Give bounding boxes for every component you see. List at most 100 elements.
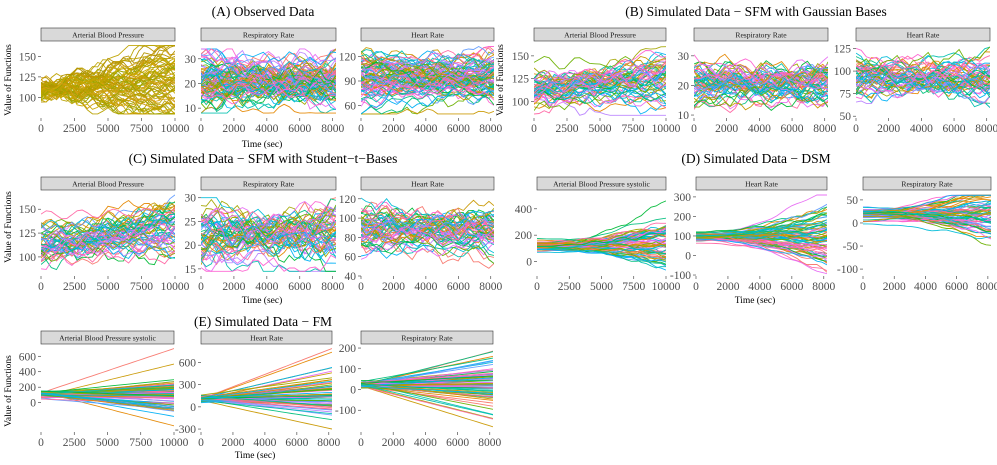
series-line <box>201 379 332 399</box>
facet-e-1: Arterial Blood Pressure systolic 0 200 400 6… <box>19 330 189 449</box>
series-line <box>361 77 494 93</box>
series-line <box>201 84 336 106</box>
x-tick-label: 5000 <box>590 281 613 293</box>
y-tick-label: 100 <box>19 252 37 264</box>
series-line <box>201 207 336 254</box>
panel-a-ylabel: Value of Functions <box>3 44 14 116</box>
series-group <box>41 194 175 271</box>
x-tick-label: 2000 <box>382 437 405 449</box>
series-line <box>41 206 175 263</box>
x-tick-label: 4000 <box>914 281 937 293</box>
series-line <box>201 385 332 401</box>
y-tick-label: 30 <box>185 193 197 205</box>
y-tick-label: 400 <box>19 367 37 379</box>
y-tick-label: 200 <box>339 343 357 355</box>
series-line <box>863 203 991 210</box>
series-line <box>41 379 174 394</box>
x-tick-label: 2000 <box>715 123 738 135</box>
y-tick-label: 60 <box>345 252 357 264</box>
strip-label: Respiratory Rate <box>243 179 295 188</box>
x-tick-label: 2500 <box>558 281 581 293</box>
y-tick-label: 40 <box>345 271 357 283</box>
x-tick-label: 0 <box>198 281 204 293</box>
panel-d-title: (D) Simulated Data − DSM <box>681 151 830 166</box>
panel-a-title: (A) Observed Data <box>212 4 315 19</box>
strip-label: Heart Rate <box>745 179 778 188</box>
series-line <box>694 93 828 110</box>
panel-c-ylabel: Value of Functions <box>3 191 14 263</box>
series-line <box>361 361 493 385</box>
series-line <box>361 384 493 419</box>
series-line <box>361 351 493 386</box>
series-line <box>201 66 336 88</box>
x-tick-label: 8000 <box>478 437 501 449</box>
series-line <box>694 92 828 111</box>
x-tick-label: 0 <box>531 123 537 135</box>
series-group <box>201 348 332 430</box>
series-line <box>534 68 666 95</box>
series-line <box>361 386 493 404</box>
series-group <box>201 48 336 114</box>
series-line <box>361 77 494 100</box>
series-line <box>361 74 494 98</box>
series-line <box>41 390 174 396</box>
strip-background <box>360 176 495 191</box>
series-line <box>537 244 666 251</box>
y-tick-label: 400 <box>515 204 533 216</box>
strip-label: Heart Rate <box>411 179 444 188</box>
series-line <box>694 64 828 102</box>
series-line <box>361 78 494 101</box>
x-tick-label: 0 <box>38 123 44 135</box>
series-line <box>201 67 336 111</box>
x-tick-label: 7500 <box>129 437 152 449</box>
series-line <box>856 63 990 89</box>
x-tick-label: 0 <box>358 281 364 293</box>
panel-a-xlabel: Time (sec) <box>242 139 283 150</box>
facet-c-3: Heart Rate 40 60 80 100 120 0 2000 4000 6000 8000 <box>339 176 503 293</box>
series-line <box>534 78 666 98</box>
x-tick-label: 2500 <box>63 437 86 449</box>
y-tick-label: 0 <box>685 250 691 262</box>
y-tick-label: 120 <box>339 194 357 206</box>
x-tick-label: 7500 <box>130 123 153 135</box>
y-tick-label: -300 <box>175 424 196 436</box>
x-tick-label: 8000 <box>321 281 344 293</box>
series-line <box>201 67 336 102</box>
series-group <box>361 350 493 428</box>
series-line <box>694 61 828 108</box>
strip-background <box>536 176 667 191</box>
strip-background <box>862 176 992 191</box>
series-line <box>696 233 827 243</box>
x-tick-label: 0 <box>853 123 859 135</box>
series-line <box>41 217 175 236</box>
x-tick-label: 7500 <box>130 281 153 293</box>
series-line <box>863 223 991 240</box>
strip-label: Respiratory Rate <box>901 179 953 188</box>
strip-label: Arterial Blood Pressure systolic <box>59 333 156 342</box>
x-tick-label: 2000 <box>382 123 405 135</box>
series-line <box>856 64 990 89</box>
x-tick-label: 2000 <box>222 281 245 293</box>
series-line <box>41 87 175 113</box>
series-line <box>41 392 174 407</box>
y-tick-label: 50 <box>840 111 852 123</box>
series-line <box>201 222 336 256</box>
series-group <box>534 46 666 116</box>
x-tick-label: 6000 <box>288 123 311 135</box>
x-tick-label: 10000 <box>652 123 681 135</box>
series-line <box>201 209 336 264</box>
strip-label: Heart Rate <box>250 333 283 342</box>
y-tick-label: 10 <box>678 110 690 122</box>
strip-label: Respiratory Rate <box>243 30 295 39</box>
series-line <box>694 72 828 89</box>
series-line <box>201 76 336 101</box>
y-tick-label: 600 <box>19 351 37 363</box>
series-line <box>361 87 494 115</box>
series-line <box>361 221 494 241</box>
series-line <box>41 54 175 95</box>
series-line <box>361 385 493 428</box>
series-line <box>696 213 827 233</box>
strip-label: Heart Rate <box>907 30 940 39</box>
facet-a-3: Heart Rate 60 90 120 0 2000 4000 6000 8000 <box>339 27 503 135</box>
